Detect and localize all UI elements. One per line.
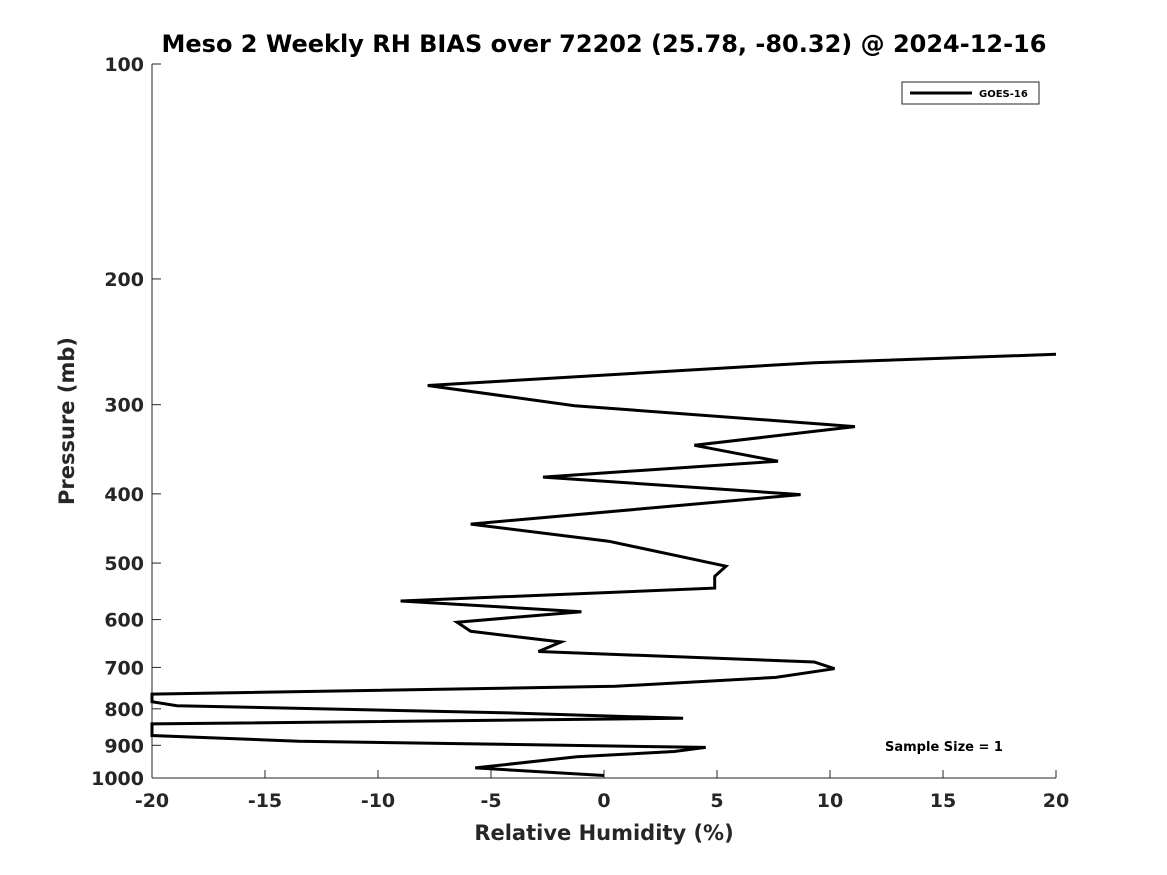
x-tick-label: 0 xyxy=(597,790,610,812)
y-tick-label: 800 xyxy=(104,699,144,721)
series-group xyxy=(150,352,1057,777)
x-tick-label: -5 xyxy=(480,790,501,812)
legend: GOES-16 xyxy=(901,81,1040,105)
y-tick-label: 700 xyxy=(104,657,144,679)
x-tick-label: -15 xyxy=(248,790,282,812)
y-tick-label: 1000 xyxy=(91,768,144,790)
y-tick-label: 500 xyxy=(104,553,144,575)
x-tick-label: -20 xyxy=(135,790,169,812)
y-axis-ticks: 100 200 300 400 500 600 700 800 900 1000 xyxy=(91,54,161,790)
y-tick-label: 200 xyxy=(104,269,144,291)
x-tick-label: 20 xyxy=(1043,790,1069,812)
y-axis-label: Pressure (mb) xyxy=(55,337,79,505)
x-axis-label: Relative Humidity (%) xyxy=(474,821,733,845)
legend-label-goes-16: GOES-16 xyxy=(979,89,1028,100)
y-tick-label: 600 xyxy=(104,610,144,632)
x-tick-label: 10 xyxy=(817,790,843,812)
sample-size-annotation: Sample Size = 1 xyxy=(885,740,1003,755)
series-line-goes-16 xyxy=(150,352,1057,777)
plot-area xyxy=(152,64,1056,778)
x-tick-label: 5 xyxy=(710,790,723,812)
y-tick-label: 900 xyxy=(104,735,144,757)
x-tick-label: 15 xyxy=(930,790,956,812)
y-tick-label: 400 xyxy=(104,484,144,506)
x-axis-ticks: -20 -15 -10 -5 0 5 10 15 20 xyxy=(135,770,1069,812)
chart-title: Meso 2 Weekly RH BIAS over 72202 (25.78,… xyxy=(162,30,1047,58)
y-tick-label: 100 xyxy=(104,54,144,76)
y-tick-label: 300 xyxy=(104,395,144,417)
x-tick-label: -10 xyxy=(361,790,395,812)
